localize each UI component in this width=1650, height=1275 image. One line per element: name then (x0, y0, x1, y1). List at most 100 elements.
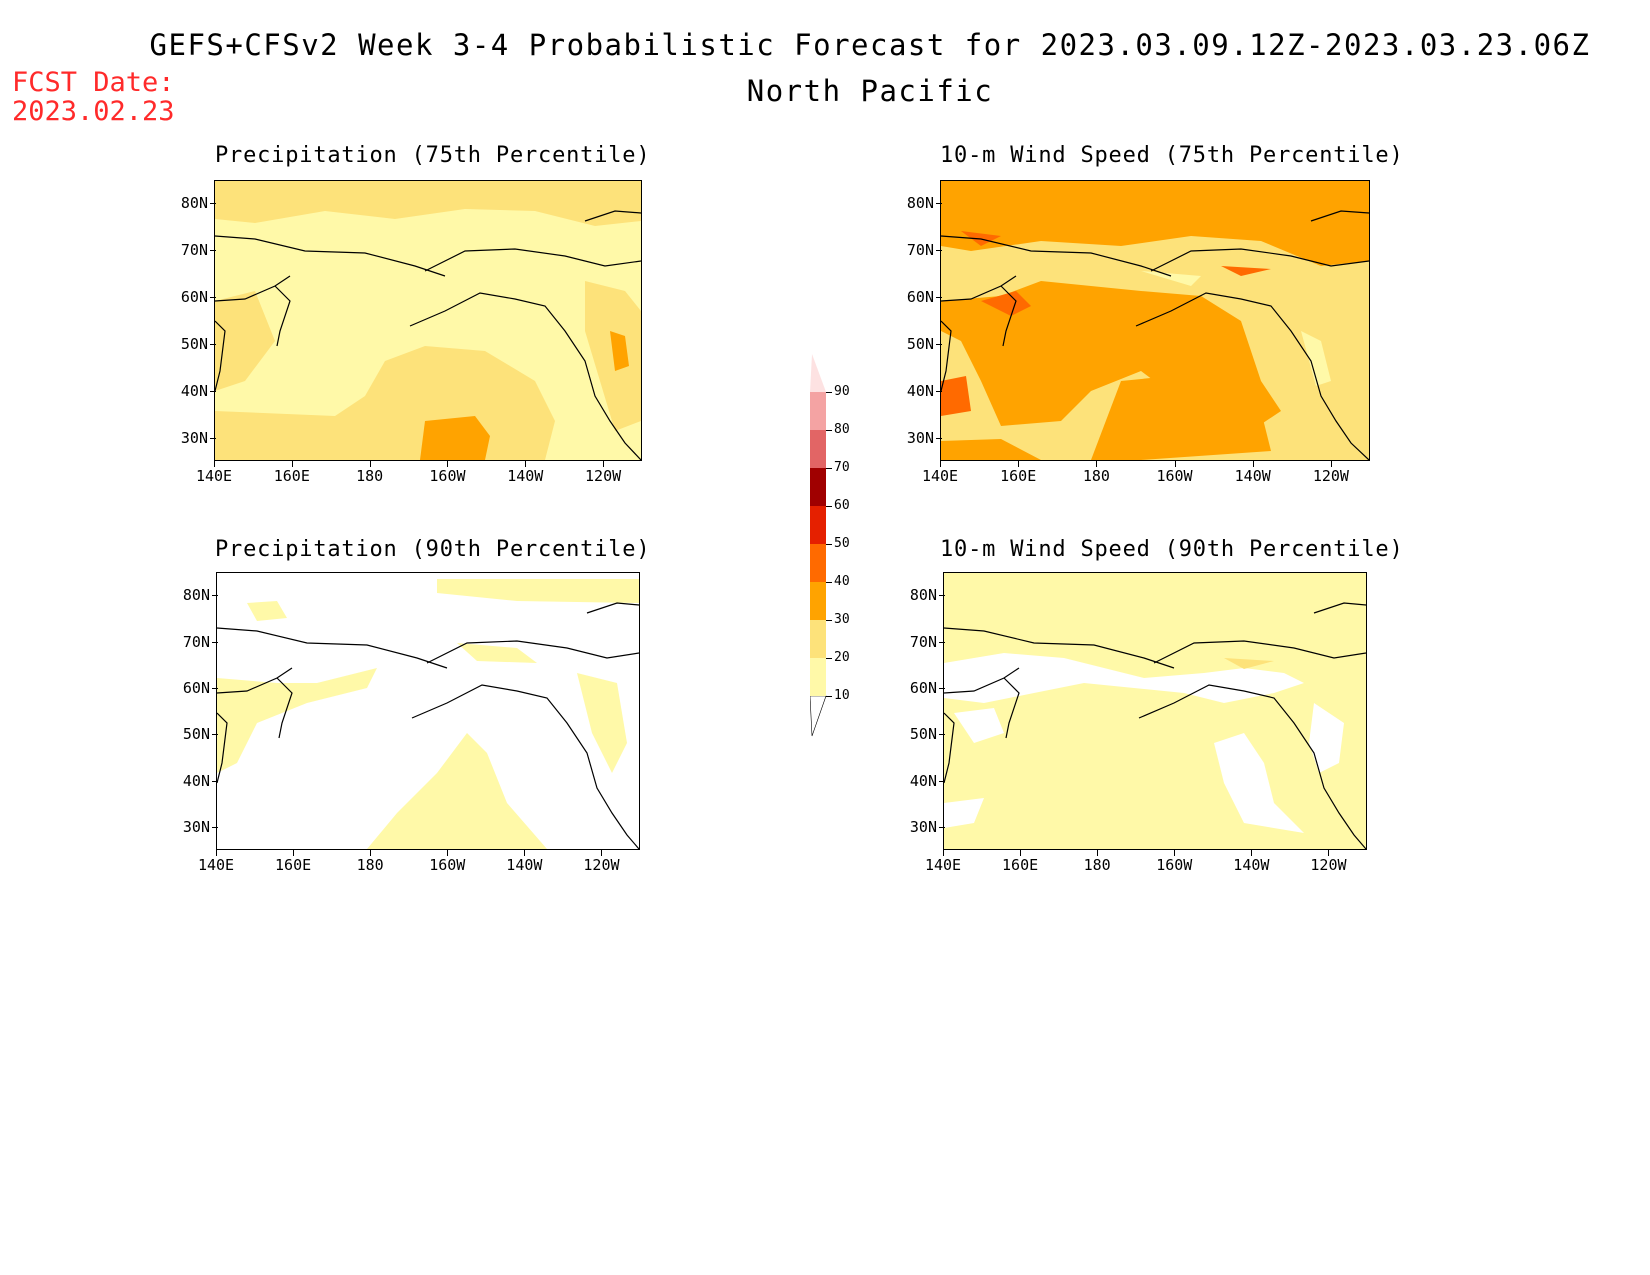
lon-tick-label: 180 (356, 467, 384, 485)
lon-tick-mark (1018, 461, 1020, 467)
colorbar-label: 30 (834, 612, 850, 627)
lon-tick-label: 160E (273, 467, 310, 485)
lon-tick-mark (940, 461, 941, 467)
panel-title-precip-90: Precipitation (90th Percentile) (215, 537, 651, 562)
lon-tick-label: 160E (1002, 856, 1039, 874)
lon-tick-mark (603, 461, 605, 467)
lon-tick-label: 140E (197, 856, 235, 874)
colorbar-label: 60 (834, 498, 850, 513)
lon-tick-label: 120W (583, 856, 620, 874)
coastline (215, 210, 641, 460)
lon-tick-mark (369, 461, 371, 467)
colorbar-swatch (810, 620, 826, 658)
colorbar-tick (826, 392, 832, 393)
lat-tick-label: 40N (909, 771, 937, 790)
colorbar-label: 90 (834, 384, 850, 399)
lat-tick-label: 60N (906, 288, 934, 307)
lon-tick-label: 140E (195, 467, 233, 485)
lat-tick-label: 30N (182, 817, 210, 836)
lon-tick-label: 180 (356, 856, 384, 874)
colorbar-swatch (810, 468, 826, 506)
lat-tick-label: 70N (906, 241, 934, 260)
forecast-date-label: FCST Date: (12, 67, 175, 98)
lon-tick-label: 160E (1000, 467, 1037, 485)
lon-tick-mark (1020, 850, 1022, 856)
lat-tick-mark (212, 780, 218, 782)
colorbar-tick (826, 468, 832, 469)
lat-tick-mark (936, 203, 942, 205)
map-precip-90 (216, 572, 640, 850)
lat-tick-mark (210, 203, 216, 205)
colorbar-label: 20 (834, 650, 850, 665)
lat-tick-label: 60N (909, 678, 937, 697)
forecast-date-block: FCST Date: 2023.02.23 (12, 68, 175, 126)
lon-tick-mark (1097, 850, 1099, 856)
lat-tick-label: 30N (180, 428, 208, 447)
lat-tick-mark (936, 390, 942, 392)
lon-tick-mark (1252, 461, 1254, 467)
colorbar-label: 50 (834, 536, 850, 551)
panel-title-precip-75: Precipitation (75th Percentile) (215, 143, 651, 168)
lat-tick-mark (210, 437, 216, 439)
colorbar-tick (826, 544, 832, 545)
lon-tick-label: 140E (924, 856, 962, 874)
lat-tick-mark (210, 390, 216, 392)
lon-tick-mark (291, 461, 293, 467)
lon-tick-label: 160W (429, 467, 466, 485)
colorbar-tick (826, 582, 832, 583)
lat-tick-label: 30N (906, 428, 934, 447)
lat-tick-mark (936, 343, 942, 345)
lat-tick-mark (212, 641, 218, 643)
lat-tick-mark (936, 437, 942, 439)
lon-tick-mark (214, 461, 215, 467)
lat-tick-mark (936, 250, 942, 252)
coastline (941, 210, 1369, 460)
lat-tick-label: 50N (906, 334, 934, 353)
colorbar-swatch (810, 506, 826, 544)
lon-tick-mark (524, 850, 526, 856)
colorbar-tick (826, 430, 832, 431)
lon-tick-mark (1328, 850, 1330, 856)
lat-tick-mark (939, 687, 945, 689)
lon-tick-mark (370, 850, 372, 856)
lat-tick-mark (936, 297, 942, 299)
colorbar-swatches (809, 354, 827, 737)
lat-tick-mark (210, 250, 216, 252)
colorbar-lower-end (809, 695, 827, 737)
lon-tick-mark (293, 850, 295, 856)
coastline (217, 602, 639, 849)
lon-tick-mark (601, 850, 603, 856)
lon-tick-label: 160W (1156, 856, 1193, 874)
lat-tick-mark (212, 734, 218, 736)
lat-tick-label: 40N (182, 771, 210, 790)
lon-tick-mark (525, 461, 527, 467)
lon-tick-mark (447, 850, 449, 856)
lat-tick-mark (210, 343, 216, 345)
colorbar-tick (826, 506, 832, 507)
colorbar-swatch (810, 430, 826, 468)
lat-tick-label: 80N (182, 586, 210, 605)
figure-title: GEFS+CFSv2 Week 3-4 Probabilistic Foreca… (149, 28, 1591, 62)
lat-tick-label: 60N (182, 678, 210, 697)
colorbar-swatch (810, 544, 826, 582)
forecast-date-value: 2023.02.23 (12, 96, 175, 127)
lon-tick-label: 140W (1233, 856, 1270, 874)
lat-tick-mark (939, 826, 945, 828)
lat-tick-mark (212, 826, 218, 828)
colorbar-swatch (810, 658, 826, 696)
colorbar-tick (826, 658, 832, 659)
colorbar-label: 70 (834, 460, 850, 475)
panel-title-wind-75: 10-m Wind Speed (75th Percentile) (940, 143, 1404, 168)
lon-tick-mark (447, 461, 449, 467)
lon-tick-mark (1330, 461, 1332, 467)
lat-tick-label: 40N (906, 381, 934, 400)
lon-tick-mark (216, 850, 217, 856)
lat-tick-label: 50N (180, 334, 208, 353)
lon-tick-label: 160W (1156, 467, 1193, 485)
lat-tick-mark (939, 780, 945, 782)
lon-tick-mark (1174, 461, 1176, 467)
lon-tick-label: 120W (1310, 856, 1347, 874)
lon-tick-label: 140W (1234, 467, 1271, 485)
lat-tick-label: 50N (182, 725, 210, 744)
lon-tick-label: 160W (429, 856, 466, 874)
